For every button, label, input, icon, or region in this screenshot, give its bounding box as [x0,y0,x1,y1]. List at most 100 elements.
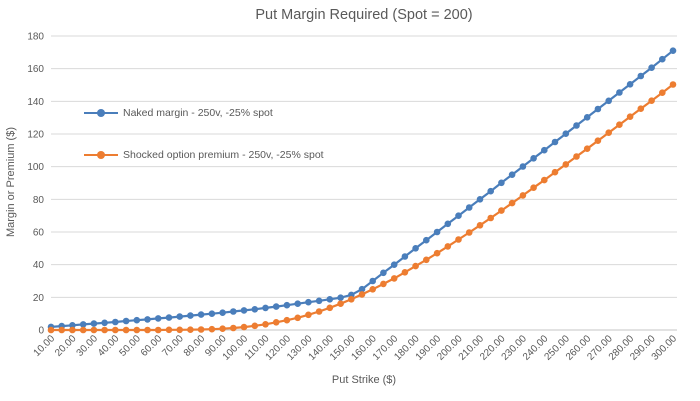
data-point-marker [176,313,183,320]
data-point-marker [101,326,108,334]
x-axis-title: Put Strike ($) [331,374,397,386]
data-point-marker [455,212,462,219]
data-point-marker [122,326,130,334]
legend-label: Naked margin - 250v, -25% spot [123,107,273,119]
data-point-marker [605,97,612,105]
y-tick-label: 60 [33,228,45,239]
data-point-marker [112,318,119,326]
data-point-marker [530,184,537,191]
data-point-marker [423,236,430,244]
data-point-marker [541,176,548,184]
data-point-marker [369,286,377,293]
data-point-marker [616,89,623,96]
data-point-marker [530,155,537,162]
data-point-marker [358,285,366,293]
data-point-marker [79,321,87,328]
data-point-marker [605,129,612,136]
data-point-marker [487,187,495,195]
data-point-marker [498,179,505,187]
data-point-marker [337,294,344,302]
data-point-marker [433,249,441,257]
data-point-marker [176,326,183,334]
data-point-marker [144,326,151,334]
data-point-marker [144,316,151,323]
data-point-marker [444,220,452,228]
data-point-marker [208,325,216,333]
data-point-marker [133,316,141,324]
data-point-marker [240,323,248,331]
data-point-marker [519,192,527,199]
data-point-marker [337,300,344,308]
data-point-marker [69,326,76,334]
data-point-marker [487,214,495,222]
data-point-marker [272,319,280,326]
data-point-marker [455,236,462,243]
data-point-marker [626,81,634,88]
data-point-marker [423,256,430,264]
y-tick-label: 80 [33,195,45,206]
data-point-marker [240,307,248,314]
data-point-marker [637,105,645,112]
data-point-marker [476,196,484,203]
data-point-marker [508,171,516,178]
data-point-marker [573,122,580,129]
x-tick-label: 60.00 [139,333,165,359]
data-point-marker [659,89,666,96]
series-line-0 [50,49,674,328]
x-tick-label: 80.00 [182,333,208,359]
x-tick-label: 20.00 [53,333,79,359]
data-point-marker [669,81,677,88]
data-point-marker [498,207,505,214]
data-point-marker [562,161,570,168]
data-point-marker [79,326,87,334]
data-point-marker [380,280,387,288]
data-point-marker [58,326,65,334]
data-point-marker [101,319,108,327]
y-tick-label: 120 [27,130,44,141]
legend-item-shocked-premium: Shocked option premium - 250v, -25% spot [84,147,324,163]
data-point-marker [465,229,473,236]
data-point-marker [583,145,591,152]
data-point-marker [262,304,269,312]
data-point-marker [283,301,291,309]
data-point-marker [551,168,559,176]
data-point-marker [230,308,237,315]
data-point-marker [380,269,387,277]
x-tick-label: 300.00 [650,333,680,363]
data-point-marker [648,64,655,71]
data-point-marker [348,296,355,303]
data-point-marker [358,291,366,298]
y-tick-label: 140 [27,97,44,108]
chart-title: Put Margin Required (Spot = 200) [255,7,473,23]
legend-label: Shocked option premium - 250v, -25% spot [123,149,324,161]
data-point-marker [197,311,205,318]
data-point-marker [154,326,162,334]
data-point-marker [444,243,452,250]
data-point-marker [315,308,323,315]
data-point-marker [573,153,580,160]
data-point-marker [326,296,334,303]
y-tick-label: 160 [27,64,44,75]
data-point-marker [551,138,559,146]
data-point-marker [294,314,302,322]
y-tick-label: 180 [27,32,44,43]
data-point-marker [305,311,312,319]
data-point-marker [294,300,302,308]
data-point-marker [583,114,591,121]
x-tick-label: 50.00 [117,333,143,359]
x-tick-label: 10.00 [32,333,58,359]
data-point-marker [659,55,666,63]
data-point-marker [369,277,377,285]
data-point-marker [412,245,419,252]
y-tick-label: 40 [33,260,45,271]
data-point-marker [251,306,259,313]
data-point-marker [187,326,194,334]
data-point-marker [465,204,473,211]
data-point-marker [519,163,527,170]
data-point-marker [594,137,602,144]
data-point-marker [594,105,602,113]
data-point-marker [541,146,548,154]
data-point-marker [90,320,98,327]
